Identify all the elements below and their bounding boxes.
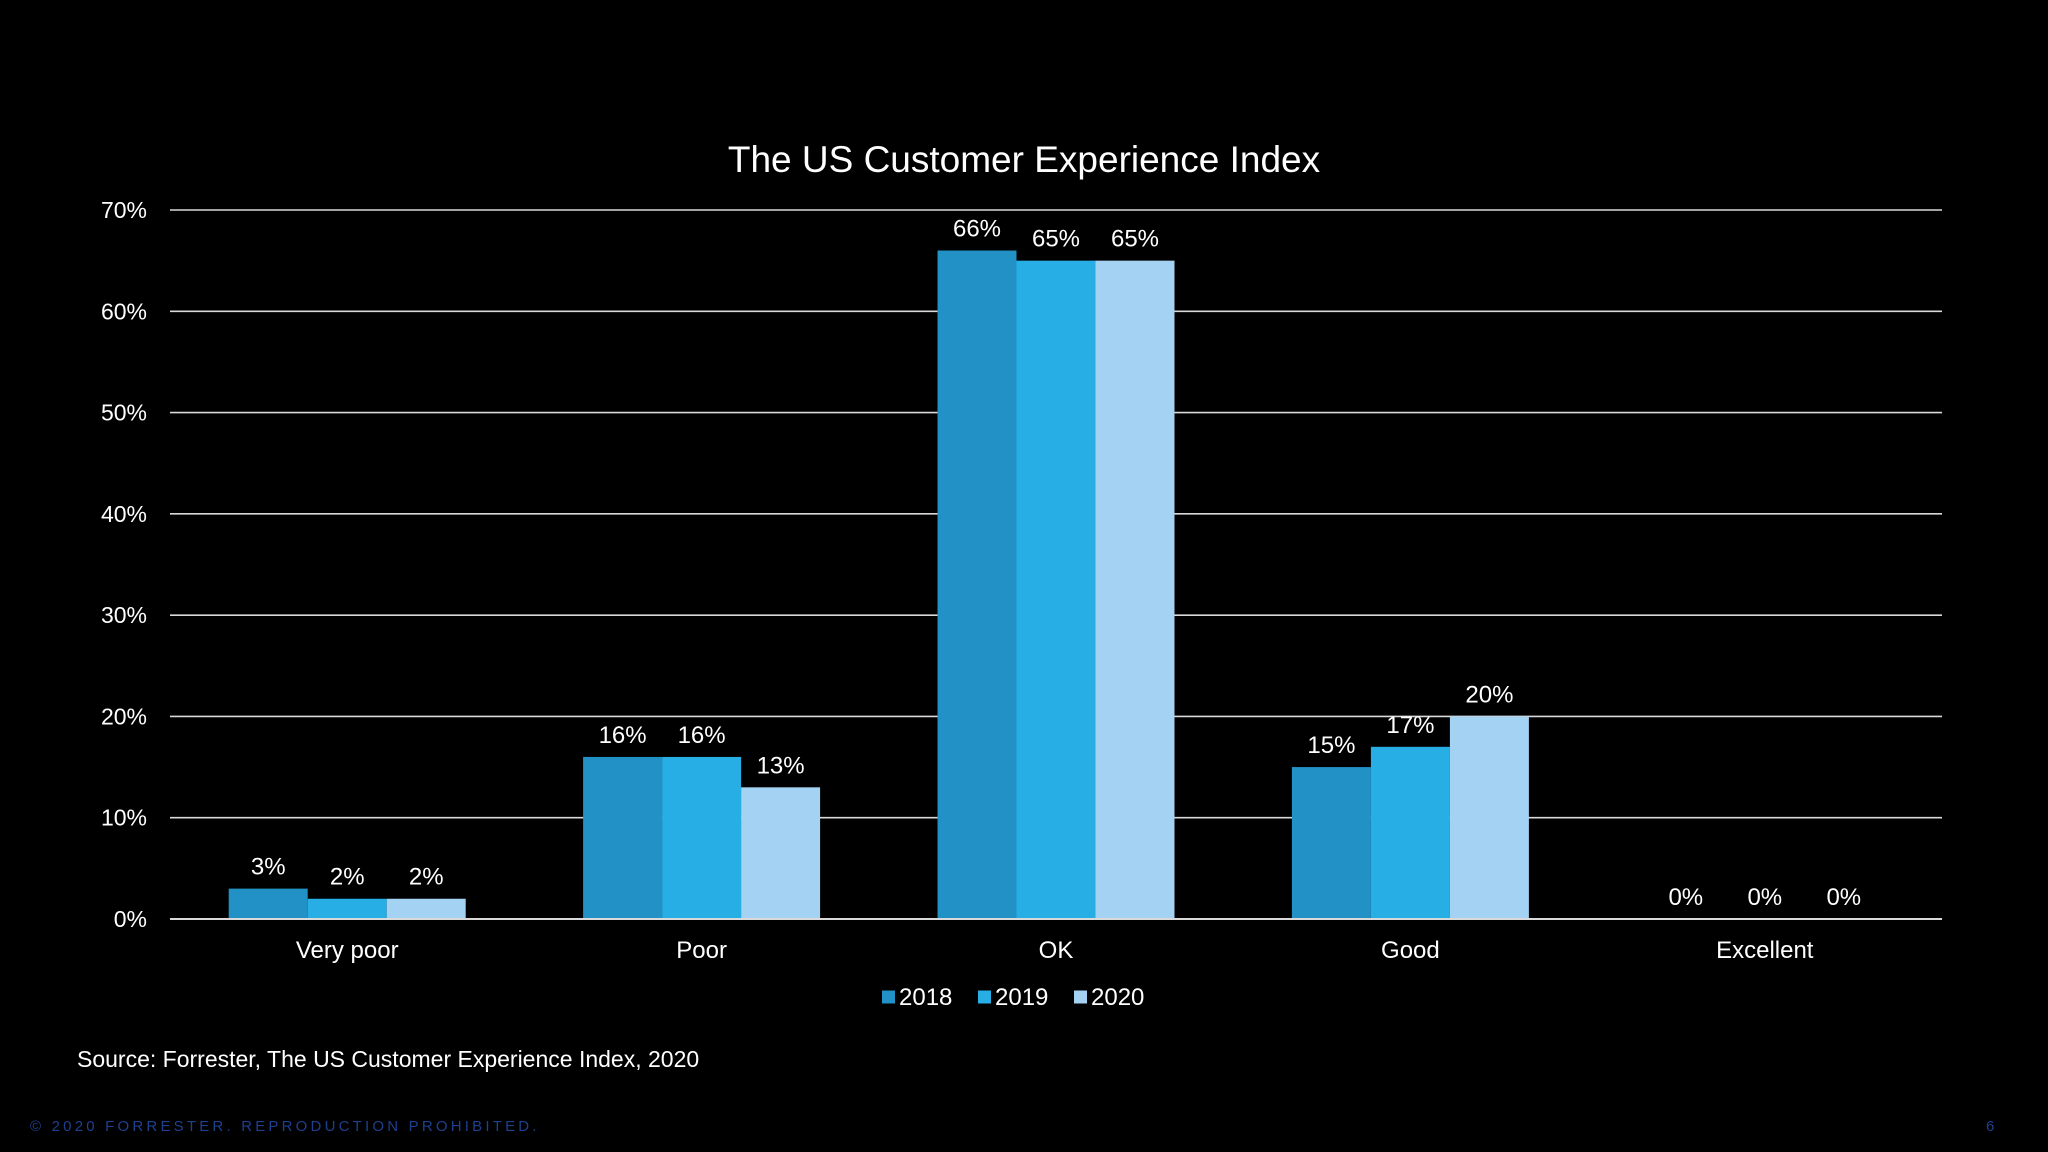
data-label: 0% <box>1668 884 1703 911</box>
x-tick-label: Poor <box>676 937 727 964</box>
bar-2018-good <box>1291 767 1371 919</box>
y-tick-label: 10% <box>101 805 147 831</box>
x-tick-label: OK <box>1039 937 1074 964</box>
bar-2020-very-poor <box>386 898 466 919</box>
y-tick-label: 0% <box>114 906 147 932</box>
data-label: 13% <box>757 752 805 779</box>
data-label: 20% <box>1465 681 1513 708</box>
bar-2019-poor <box>662 756 742 919</box>
bar-2019-ok <box>1016 260 1096 920</box>
data-label: 65% <box>1111 226 1159 253</box>
data-labels: 3% 2% 2% 16% 16% 13% 66% 65% 65% 15% 17% 20% 0% 0% 0% <box>251 216 1861 911</box>
y-tick-label: 30% <box>101 602 147 628</box>
data-label: 65% <box>1032 226 1080 253</box>
legend-label: 2019 <box>995 984 1048 1011</box>
bar-2020-good <box>1449 716 1529 919</box>
legend-swatch-2020 <box>1074 990 1087 1004</box>
bar-2019-good <box>1370 746 1450 919</box>
data-label: 2% <box>330 864 365 891</box>
y-tick-label: 40% <box>101 501 147 527</box>
bar-2020-poor <box>741 787 821 919</box>
legend: 2018 2019 2020 <box>882 984 1144 1011</box>
bar-2020-ok <box>1095 260 1175 920</box>
y-tick-label: 50% <box>101 400 147 426</box>
legend-label: 2018 <box>899 984 952 1011</box>
y-tick-label: 60% <box>101 298 147 324</box>
copyright-notice: © 2020 FORRESTER. REPRODUCTION PROHIBITE… <box>30 1118 540 1135</box>
data-label: 0% <box>1826 884 1861 911</box>
x-tick-label: Good <box>1381 937 1440 964</box>
bar-2018-poor <box>583 756 663 919</box>
legend-swatch-2018 <box>882 990 895 1004</box>
data-label: 16% <box>599 722 647 749</box>
data-label: 15% <box>1307 732 1355 759</box>
bar-2018-very-poor <box>228 888 308 919</box>
source-note: Source: Forrester, The US Customer Exper… <box>77 1046 700 1072</box>
bar-2019-very-poor <box>307 898 387 919</box>
bars <box>228 250 1529 920</box>
x-axis: Very poor Poor OK Good Excellent <box>170 918 1942 964</box>
x-tick-label: Excellent <box>1716 937 1814 964</box>
data-label: 17% <box>1386 712 1434 739</box>
y-tick-label: 20% <box>101 703 147 729</box>
y-tick-label: 70% <box>101 197 147 223</box>
x-tick-label: Very poor <box>296 937 399 964</box>
legend-label: 2020 <box>1091 984 1144 1011</box>
data-label: 16% <box>678 722 726 749</box>
chart-title: The US Customer Experience Index <box>728 139 1321 180</box>
y-axis-tick-labels: 0% 10% 20% 30% 40% 50% 60% 70% <box>101 197 147 932</box>
page-number: 6 <box>1986 1118 1995 1135</box>
data-label: 3% <box>251 854 286 881</box>
bar-2018-ok <box>937 250 1017 919</box>
data-label: 0% <box>1747 884 1782 911</box>
legend-swatch-2019 <box>978 990 991 1004</box>
data-label: 2% <box>409 864 444 891</box>
data-label: 66% <box>953 216 1001 243</box>
